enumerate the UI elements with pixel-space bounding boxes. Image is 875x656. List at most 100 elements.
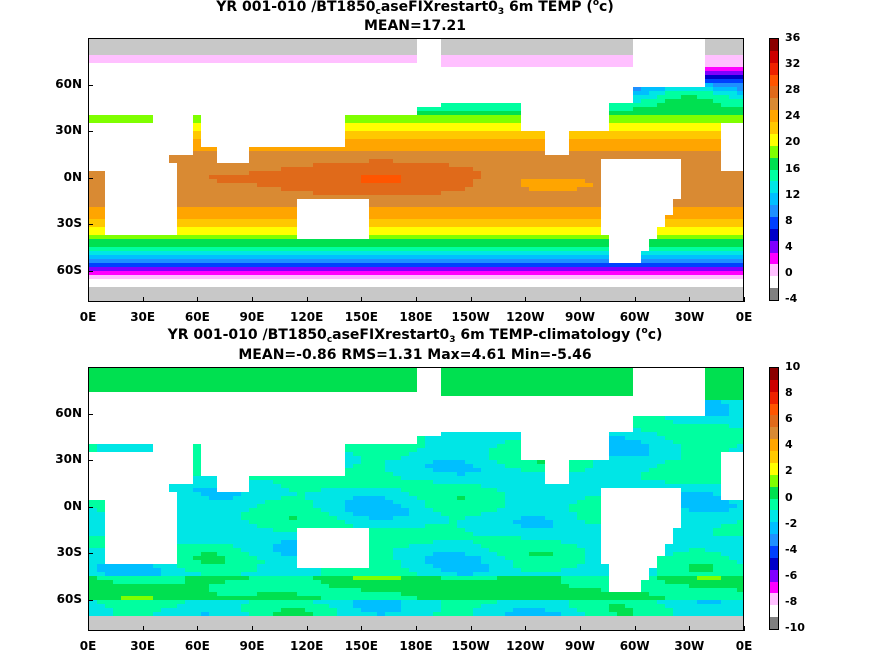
field-cell xyxy=(137,239,146,244)
land-cell xyxy=(521,103,530,108)
field-cell xyxy=(705,183,714,188)
field-cell xyxy=(553,175,562,180)
field-cell xyxy=(225,243,234,248)
land-cell xyxy=(177,115,186,120)
field-cell xyxy=(265,255,274,260)
land-cell xyxy=(721,167,730,172)
field-cell xyxy=(393,235,402,240)
field-cell xyxy=(233,191,242,196)
land-cell xyxy=(313,67,322,72)
field-cell xyxy=(633,135,642,140)
field-cell xyxy=(281,251,290,256)
field-cell xyxy=(593,179,602,184)
land-cell xyxy=(409,107,418,112)
field-cell xyxy=(313,47,322,52)
land-cell xyxy=(633,203,642,208)
field-cell xyxy=(185,43,194,48)
field-cell xyxy=(593,175,602,180)
field-cell xyxy=(449,171,458,176)
field-cell xyxy=(113,55,122,60)
land-cell xyxy=(401,111,410,116)
land-cell xyxy=(545,111,554,116)
field-cell xyxy=(433,255,442,260)
field-cell xyxy=(657,279,666,284)
field-cell xyxy=(337,187,346,192)
field-cell xyxy=(313,195,322,200)
field-cell xyxy=(337,271,346,276)
field-cell xyxy=(521,39,530,44)
land-cell xyxy=(681,79,690,84)
field-cell xyxy=(561,227,570,232)
field-cell xyxy=(497,243,506,248)
field-cell xyxy=(97,175,106,180)
land-cell xyxy=(121,131,130,136)
field-cell xyxy=(105,115,114,120)
field-cell xyxy=(273,191,282,196)
field-cell xyxy=(505,127,514,132)
field-cell xyxy=(193,211,202,216)
field-cell xyxy=(505,123,514,128)
land-cell xyxy=(297,79,306,84)
field-cell xyxy=(465,255,474,260)
land-cell xyxy=(313,235,322,240)
land-cell xyxy=(409,95,418,100)
land-cell xyxy=(393,75,402,80)
land-cell xyxy=(161,135,170,140)
land-cell xyxy=(481,99,490,104)
field-cell xyxy=(585,203,594,208)
field-cell xyxy=(193,115,202,120)
field-cell xyxy=(241,163,250,168)
field-cell xyxy=(441,111,450,116)
field-cell xyxy=(513,235,522,240)
land-cell xyxy=(689,75,698,80)
field-cell xyxy=(489,239,498,244)
field-cell xyxy=(721,255,730,260)
field-cell xyxy=(281,235,290,240)
field-cell xyxy=(105,263,114,268)
field-cell xyxy=(633,87,642,92)
field-cell xyxy=(369,219,378,224)
field-cell xyxy=(97,239,106,244)
field-cell xyxy=(457,51,466,56)
field-cell xyxy=(361,239,370,244)
field-cell xyxy=(713,271,722,276)
field-cell xyxy=(393,203,402,208)
land-cell xyxy=(409,99,418,104)
land-cell xyxy=(273,131,282,136)
field-cell xyxy=(457,103,466,108)
land-cell xyxy=(137,79,146,84)
land-cell xyxy=(313,119,322,124)
land-cell xyxy=(129,203,138,208)
field-cell xyxy=(417,179,426,184)
field-cell xyxy=(545,55,554,60)
field-cell xyxy=(241,207,250,212)
field-cell xyxy=(265,59,274,64)
field-cell xyxy=(377,203,386,208)
land-cell xyxy=(505,75,514,80)
land-cell xyxy=(569,99,578,104)
land-cell xyxy=(609,255,618,260)
field-cell xyxy=(537,171,546,176)
field-cell xyxy=(217,263,226,268)
field-cell xyxy=(657,87,666,92)
field-cell xyxy=(529,63,538,68)
field-cell xyxy=(241,275,250,280)
field-cell xyxy=(737,71,743,76)
field-cell xyxy=(681,239,690,244)
land-cell xyxy=(89,91,98,96)
land-cell xyxy=(601,111,610,116)
land-cell xyxy=(569,87,578,92)
field-cell xyxy=(129,55,138,60)
land-cell xyxy=(641,47,650,52)
field-cell xyxy=(329,159,338,164)
field-cell xyxy=(241,255,250,260)
field-cell xyxy=(457,279,466,284)
field-cell xyxy=(169,251,178,256)
field-cell xyxy=(177,267,186,272)
field-cell xyxy=(225,271,234,276)
field-cell xyxy=(145,47,154,52)
field-cell xyxy=(97,171,106,176)
field-cell xyxy=(585,47,594,52)
field-cell xyxy=(177,251,186,256)
land-cell xyxy=(329,215,338,220)
